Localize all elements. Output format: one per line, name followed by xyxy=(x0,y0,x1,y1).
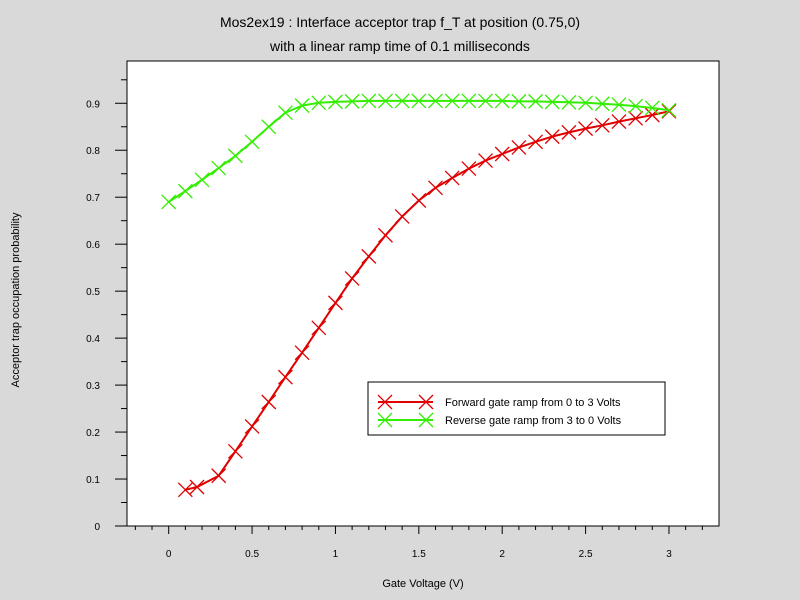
data-point xyxy=(177,183,193,199)
data-point xyxy=(578,95,594,111)
data-point xyxy=(378,227,393,243)
data-point xyxy=(661,102,677,118)
y-tick-label: 0.8 xyxy=(86,146,100,157)
data-point xyxy=(411,93,427,109)
data-point xyxy=(311,320,327,336)
x-axis-label: Gate Voltage (V) xyxy=(382,578,463,590)
data-point xyxy=(544,94,560,110)
data-point xyxy=(294,345,310,361)
x-tick-label: 0.5 xyxy=(245,549,259,560)
data-point xyxy=(611,97,627,113)
y-tick-label: 0.3 xyxy=(86,381,100,392)
data-point xyxy=(311,95,327,111)
data-point xyxy=(361,93,377,109)
y-tick-label: 0.4 xyxy=(86,334,100,345)
data-point xyxy=(511,139,527,155)
data-point xyxy=(277,105,293,121)
data-point xyxy=(461,93,477,109)
data-point xyxy=(227,148,243,164)
y-tick-label: 0 xyxy=(94,522,100,533)
data-point xyxy=(411,193,427,208)
data-point xyxy=(244,134,260,150)
data-point xyxy=(461,161,477,177)
x-tick-label: 0 xyxy=(166,549,172,560)
data-point xyxy=(644,107,660,123)
y-axis-label: Acceptor trap occupation probability xyxy=(10,212,22,387)
legend-marker xyxy=(418,394,434,410)
data-point xyxy=(161,194,177,210)
legend-marker xyxy=(377,394,393,410)
data-point xyxy=(361,248,377,264)
data-point xyxy=(661,103,677,119)
data-point xyxy=(211,468,227,484)
data-point xyxy=(444,170,460,186)
x-tick-label: 1 xyxy=(333,549,339,560)
y-tick-label: 0.9 xyxy=(86,99,100,110)
chart-title: Mos2ex19 : Interface acceptor trap f_T a… xyxy=(220,14,580,30)
y-tick-label: 0.2 xyxy=(86,428,100,439)
data-point xyxy=(494,146,510,162)
data-point xyxy=(644,100,660,116)
x-tick-label: 1.5 xyxy=(412,549,426,560)
data-point xyxy=(261,119,277,135)
legend-label: Forward gate ramp from 0 to 3 Volts xyxy=(445,397,621,409)
x-axis: 0 0.5 1 1.5 2 2.5 3 xyxy=(134,526,703,560)
data-point xyxy=(277,369,293,385)
data-point xyxy=(561,124,577,140)
data-point xyxy=(578,121,594,137)
data-point xyxy=(528,134,544,150)
y-tick-label: 0.5 xyxy=(86,287,100,298)
legend-box xyxy=(367,381,666,436)
data-point xyxy=(511,93,527,109)
legend: Forward gate ramp from 0 to 3 Volts Rever… xyxy=(367,381,666,436)
series-line-1 xyxy=(185,110,670,491)
data-point xyxy=(327,295,343,311)
data-point xyxy=(394,209,410,224)
y-axis: 0 0.1 0.2 0.3 0.4 0.5 0.6 0.7 0.8 0.9 xyxy=(86,79,127,533)
data-point xyxy=(528,93,544,109)
data-point xyxy=(211,160,227,176)
data-point xyxy=(394,93,410,109)
data-point xyxy=(344,93,360,109)
data-point xyxy=(444,93,460,109)
data-point xyxy=(494,93,510,109)
data-point xyxy=(611,114,627,130)
data-point xyxy=(327,94,343,110)
data-point xyxy=(628,110,644,126)
y-tick-label: 0.1 xyxy=(86,475,100,486)
data-point xyxy=(294,98,310,114)
y-tick-label: 0.7 xyxy=(86,193,100,204)
data-point xyxy=(244,418,260,434)
data-point xyxy=(344,271,360,286)
data-point xyxy=(194,172,210,188)
legend-marker xyxy=(377,412,393,428)
chart-subtitle: with a linear ramp time of 0.1 milliseco… xyxy=(269,38,530,54)
series-layer xyxy=(161,93,677,498)
data-point xyxy=(428,93,443,109)
data-point xyxy=(594,96,610,112)
data-point xyxy=(594,117,610,133)
data-point xyxy=(378,93,393,109)
plot-area xyxy=(126,60,720,527)
data-point xyxy=(177,482,193,498)
data-point xyxy=(428,180,443,196)
data-point xyxy=(478,93,493,109)
data-point xyxy=(478,153,493,169)
x-tick-label: 3 xyxy=(666,549,672,560)
legend-label: Reverse gate ramp from 3 to 0 Volts xyxy=(445,415,622,427)
data-point xyxy=(227,443,243,459)
data-point xyxy=(261,394,277,410)
legend-marker xyxy=(418,412,434,428)
x-tick-label: 2.5 xyxy=(579,549,593,560)
data-point xyxy=(544,129,560,145)
x-tick-label: 2 xyxy=(499,549,505,560)
data-point xyxy=(628,98,644,114)
data-point xyxy=(561,94,577,110)
data-point xyxy=(189,479,205,495)
y-tick-label: 0.6 xyxy=(86,240,100,251)
